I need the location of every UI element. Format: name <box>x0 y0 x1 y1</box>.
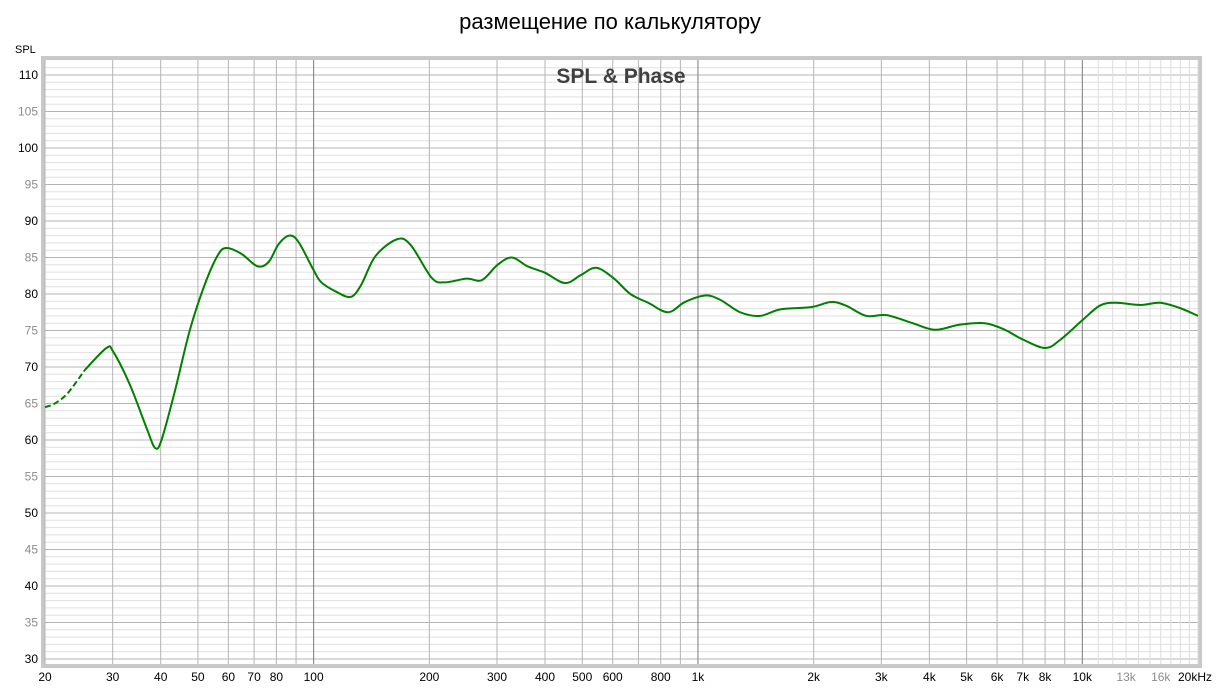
y-tick-label: 70 <box>25 360 39 374</box>
x-tick-label: 100 <box>304 670 324 684</box>
x-tick-label: 30 <box>106 670 120 684</box>
x-tick-label: 1k <box>692 670 706 684</box>
y-tick-label: 110 <box>19 68 38 82</box>
y-tick-label: 105 <box>18 105 38 119</box>
x-tick-label: 40 <box>154 670 168 684</box>
y-tick-label: 50 <box>25 506 39 520</box>
x-tick-label: 200 <box>419 670 439 684</box>
y-tick-label: 30 <box>25 652 39 666</box>
y-axis-label: SPL <box>15 44 36 56</box>
chart-title: SPL & Phase <box>556 65 685 88</box>
y-tick-label: 85 <box>25 251 39 265</box>
plot-area <box>45 60 1198 664</box>
x-tick-label: 400 <box>535 670 555 684</box>
spl-curve-dashed <box>44 369 86 409</box>
x-tick-label: 20kHz <box>1178 670 1212 684</box>
y-tick-label: 95 <box>25 178 39 192</box>
x-tick-label: 300 <box>487 670 507 684</box>
x-tick-label: 4k <box>923 670 937 684</box>
y-tick-label: 55 <box>25 470 39 484</box>
x-tick-label: 13k <box>1116 670 1136 684</box>
y-tick-label: 60 <box>25 433 39 447</box>
x-tick-label: 800 <box>651 670 671 684</box>
x-tick-label: 6k <box>991 670 1005 684</box>
x-tick-label: 50 <box>191 670 205 684</box>
y-tick-label: 40 <box>25 579 39 593</box>
x-tick-label: 70 <box>247 670 261 684</box>
y-tick-label: 90 <box>25 214 39 228</box>
spl-curve <box>84 234 1199 450</box>
x-tick-label: 7k <box>1016 670 1030 684</box>
page-title: размещение по калькулятору <box>459 9 761 34</box>
x-tick-label: 10k <box>1073 670 1093 684</box>
x-tick-label: 600 <box>603 670 623 684</box>
x-tick-label: 500 <box>572 670 592 684</box>
x-tick-label: 3k <box>875 670 889 684</box>
y-tick-label: 75 <box>25 324 39 338</box>
x-tick-label: 60 <box>222 670 236 684</box>
x-tick-label: 20 <box>38 670 52 684</box>
x-tick-label: 2k <box>807 670 821 684</box>
x-tick-label: 16k <box>1151 670 1171 684</box>
y-tick-label: 65 <box>25 397 39 411</box>
y-tick-label: 45 <box>25 543 39 557</box>
x-tick-label: 8k <box>1039 670 1053 684</box>
y-tick-label: 35 <box>25 616 39 630</box>
x-tick-label: 5k <box>960 670 974 684</box>
x-tick-label: 80 <box>270 670 284 684</box>
y-tick-label: 80 <box>25 287 39 301</box>
y-tick-label: 100 <box>18 141 38 155</box>
